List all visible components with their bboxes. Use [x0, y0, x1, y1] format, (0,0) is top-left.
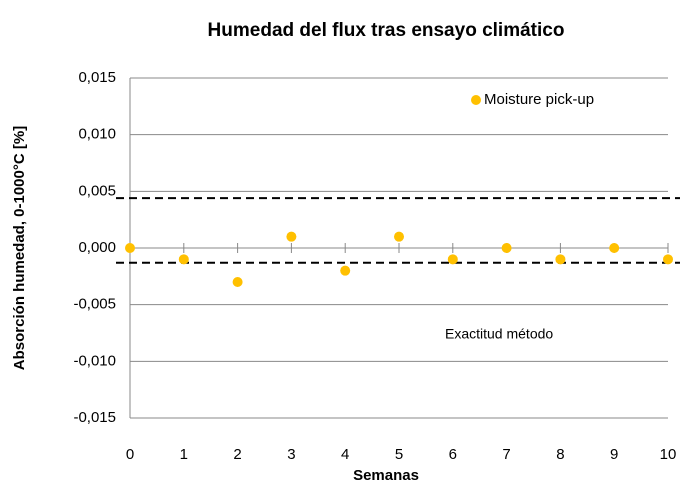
x-tick-label: 9: [610, 446, 618, 463]
point: [609, 243, 620, 253]
point: [555, 254, 566, 265]
chart-title: Humedad del flux tras ensayo climático: [208, 20, 565, 41]
point: [340, 265, 351, 276]
point: [286, 231, 297, 242]
legend-label: Moisture pick-up: [484, 91, 594, 108]
y-tick-label: -0,015: [73, 409, 116, 426]
y-tick-label: -0,010: [73, 352, 116, 369]
annotation: Exactitud método: [445, 326, 553, 342]
y-tick-label: -0,005: [73, 296, 116, 313]
x-tick-label: 8: [556, 446, 564, 463]
y-tick-label: 0,015: [78, 69, 116, 86]
y-axis-label: Absorción humedad, 0-1000°C [%]: [11, 126, 28, 370]
point: [501, 243, 512, 253]
point: [232, 277, 243, 287]
x-tick-label: 0: [126, 446, 134, 463]
x-tick-label: 7: [502, 446, 510, 463]
x-tick-label: 1: [180, 446, 188, 463]
x-tick-label: 3: [287, 446, 295, 463]
point: [178, 254, 189, 265]
y-tick-label: 0,010: [78, 126, 116, 143]
y-tick-label: 0,000: [78, 239, 116, 256]
point: [663, 254, 673, 265]
x-axis-label: Semanas: [353, 467, 419, 484]
x-tick-label: 2: [233, 446, 241, 463]
point: [394, 231, 404, 242]
x-tick-label: 5: [395, 446, 403, 463]
point: [125, 243, 135, 253]
y-tick-label: 0,005: [78, 182, 116, 199]
legend-marker: [471, 95, 481, 105]
x-tick-label: 6: [449, 446, 457, 463]
x-tick-label: 4: [341, 446, 349, 463]
x-tick-label: 10: [660, 446, 677, 463]
point: [447, 254, 458, 265]
